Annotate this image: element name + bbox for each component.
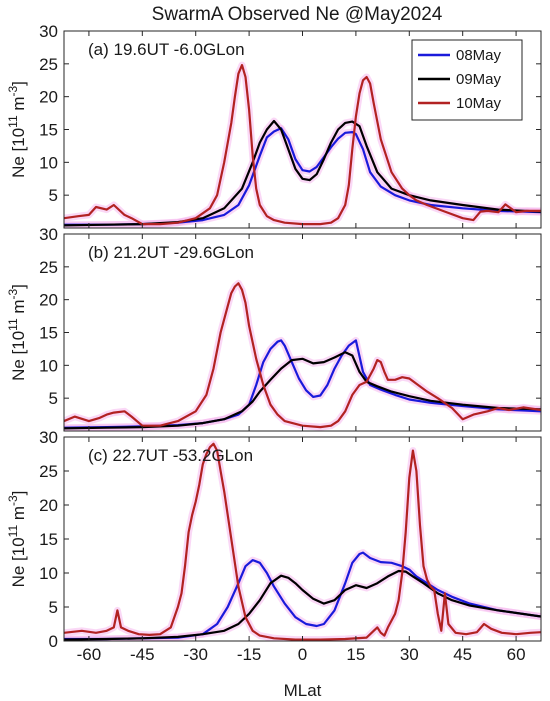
series-group (64, 279, 541, 431)
figure-title: SwarmA Observed Ne @May2024 (152, 4, 443, 25)
y-axis-label: Ne [1011 m-3] (6, 81, 28, 178)
y-tick-label: 20 (39, 88, 58, 107)
y-tick-label: 10 (39, 153, 58, 172)
x-tick-label: -30 (183, 645, 208, 664)
x-tick-label: -45 (130, 645, 155, 664)
y-tick-label: 30 (39, 225, 58, 244)
y-tick-label: 15 (39, 121, 58, 140)
y-axis-label: Ne [1011 m-3] (6, 491, 28, 588)
y-tick-label: 15 (39, 324, 58, 343)
y-tick-label: 25 (39, 55, 58, 74)
x-tick-label: -15 (237, 645, 262, 664)
x-axis-label: MLat (284, 681, 322, 700)
series-line-10May (64, 442, 541, 641)
x-tick-label: 15 (346, 645, 365, 664)
y-tick-label: 5 (49, 186, 58, 205)
y-tick-label: 20 (39, 291, 58, 310)
y-tick-label: 15 (39, 530, 58, 549)
series-group (64, 61, 541, 228)
x-tick-label: 45 (453, 645, 472, 664)
legend-label-08May: 08May (456, 47, 502, 64)
y-tick-label: 0 (49, 632, 58, 651)
series-line-08May (64, 551, 541, 641)
legend-label-10May: 10May (456, 95, 502, 112)
x-tick-label: 30 (400, 645, 419, 664)
series-group (64, 440, 541, 641)
x-tick-label: 60 (507, 645, 526, 664)
plot-area (64, 437, 541, 641)
legend: 08May 09May 10May (411, 39, 523, 121)
panel-1: 5 10 15 20 25 30 (a) 19.6UT -6.0GLon Ne [1011 m… (6, 22, 542, 229)
y-tick-label: 10 (39, 564, 58, 583)
series-line-09May (64, 351, 541, 430)
panel-label: (c) 22.7UT -53.2GLon (88, 446, 253, 465)
y-tick-label: 25 (39, 258, 58, 277)
plot-area (64, 234, 541, 431)
y-tick-label: 25 (39, 462, 58, 481)
y-axis-label: Ne [1011 m-3] (6, 284, 28, 381)
panel-3: 0 5 10 15 20 25 30 -60 -45 -30 -15 0 15 30 45 60 (c) 22.… (6, 428, 542, 700)
y-tick-label: 30 (39, 428, 58, 447)
legend-label-09May: 09May (456, 71, 502, 88)
series-line-08May (64, 127, 541, 226)
panel-label: (a) 19.6UT -6.0GLon (88, 40, 245, 59)
x-tick-label: -60 (77, 645, 102, 664)
series-line-09May (64, 119, 541, 227)
series-line-09May (64, 569, 541, 641)
panel-label: (b) 21.2UT -29.6GLon (88, 243, 254, 262)
panel-2: 5 10 15 20 25 30 (b) 21.2UT -29.6GLon Ne [1011 … (6, 225, 542, 432)
series-line-10May (64, 282, 541, 429)
y-tick-label: 20 (39, 496, 58, 515)
y-tick-label: 5 (49, 598, 58, 617)
y-tick-label: 30 (39, 22, 58, 41)
y-tick-label: 5 (49, 389, 58, 408)
y-tick-label: 10 (39, 356, 58, 375)
x-tick-label: 0 (298, 645, 307, 664)
series-line-10May (64, 63, 541, 226)
